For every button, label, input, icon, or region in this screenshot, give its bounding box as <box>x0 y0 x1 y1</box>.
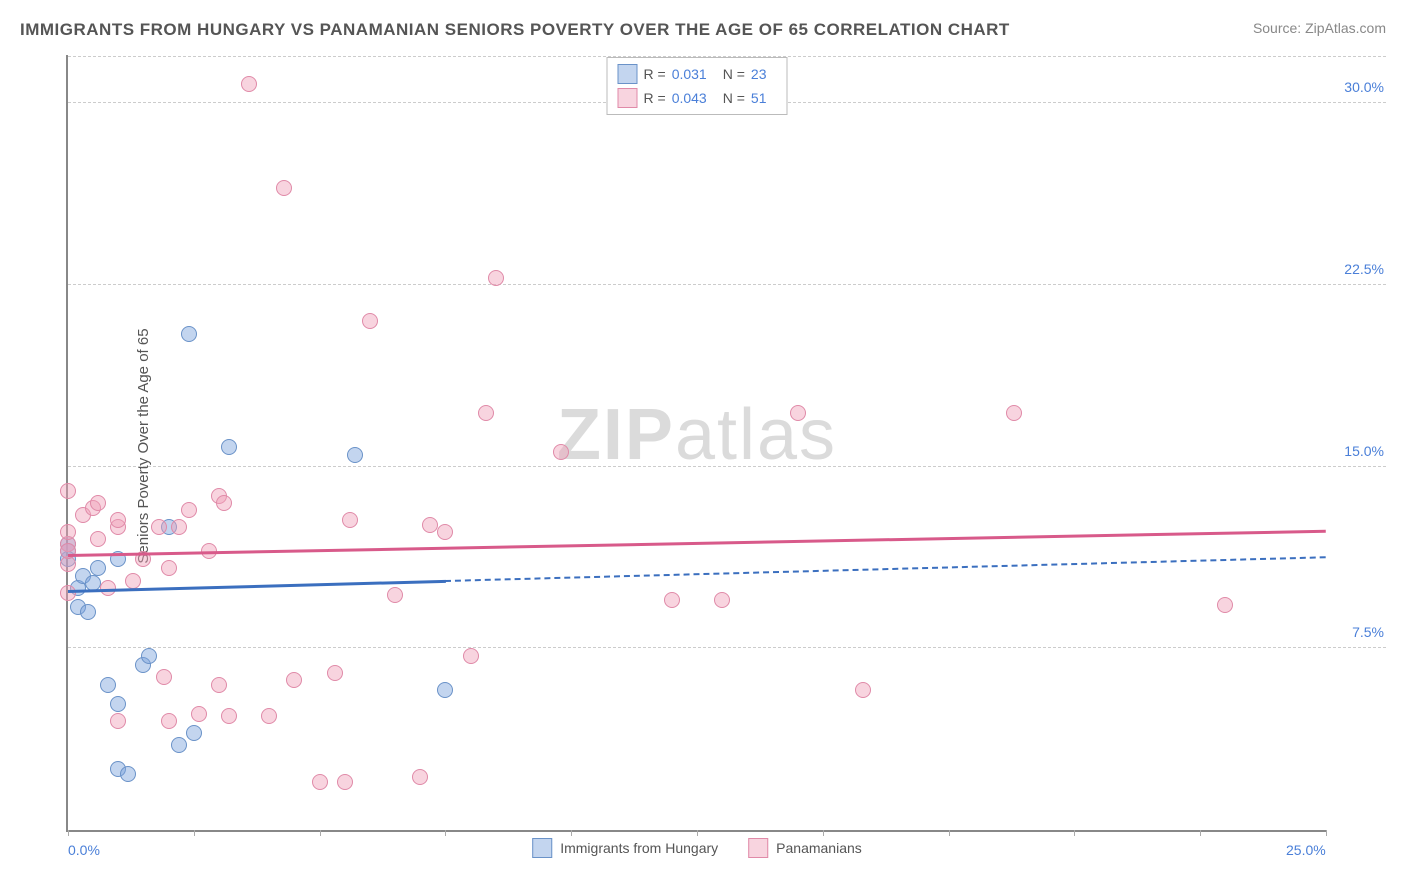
x-tick <box>320 830 321 836</box>
legend-item-hungary: Immigrants from Hungary <box>532 838 718 858</box>
legend-swatch-icon <box>532 838 552 858</box>
scatter-point <box>186 725 202 741</box>
scatter-point <box>110 512 126 528</box>
scatter-point <box>362 313 378 329</box>
y-tick-label: 15.0% <box>1344 443 1384 459</box>
scatter-point <box>488 270 504 286</box>
scatter-point <box>478 405 494 421</box>
scatter-point <box>347 447 363 463</box>
chart-title: IMMIGRANTS FROM HUNGARY VS PANAMANIAN SE… <box>20 20 1010 40</box>
x-tick <box>949 830 950 836</box>
scatter-point <box>261 708 277 724</box>
scatter-point <box>553 444 569 460</box>
source-label: Source: ZipAtlas.com <box>1253 20 1386 36</box>
scatter-point <box>141 648 157 664</box>
chart-container: IMMIGRANTS FROM HUNGARY VS PANAMANIAN SE… <box>20 20 1386 872</box>
scatter-point <box>221 708 237 724</box>
scatter-point <box>790 405 806 421</box>
x-tick-label: 0.0% <box>68 842 100 858</box>
scatter-point <box>337 774 353 790</box>
trend-line <box>445 557 1326 583</box>
y-tick-label: 7.5% <box>1352 624 1384 640</box>
scatter-point <box>855 682 871 698</box>
plot-area: ZIPatlas R = 0.031 N = 23 R = 0.043 N = … <box>66 55 1326 832</box>
legend-row-panamanians: R = 0.043 N = 51 <box>618 86 777 110</box>
scatter-point <box>60 483 76 499</box>
scatter-point <box>181 326 197 342</box>
scatter-point <box>387 587 403 603</box>
scatter-point <box>191 706 207 722</box>
legend-swatch-hungary <box>618 64 638 84</box>
x-tick <box>445 830 446 836</box>
legend-label: Immigrants from Hungary <box>560 840 718 856</box>
scatter-point <box>120 766 136 782</box>
gridline-horizontal <box>68 466 1386 467</box>
y-tick-label: 22.5% <box>1344 261 1384 277</box>
scatter-point <box>312 774 328 790</box>
scatter-point <box>171 737 187 753</box>
legend-bottom: Immigrants from Hungary Panamanians <box>532 838 862 858</box>
legend-swatch-panamanians <box>618 88 638 108</box>
x-tick <box>1326 830 1327 836</box>
scatter-point <box>60 585 76 601</box>
y-tick-label: 30.0% <box>1344 79 1384 95</box>
scatter-point <box>327 665 343 681</box>
scatter-point <box>151 519 167 535</box>
x-tick <box>823 830 824 836</box>
scatter-point <box>161 713 177 729</box>
legend-item-panamanians: Panamanians <box>748 838 862 858</box>
scatter-point <box>90 531 106 547</box>
scatter-point <box>422 517 438 533</box>
scatter-point <box>90 495 106 511</box>
scatter-point <box>171 519 187 535</box>
scatter-point <box>1217 597 1233 613</box>
legend-label: Panamanians <box>776 840 862 856</box>
scatter-point <box>60 524 76 540</box>
scatter-point <box>286 672 302 688</box>
scatter-point <box>221 439 237 455</box>
scatter-point <box>211 677 227 693</box>
scatter-point <box>161 560 177 576</box>
scatter-point <box>216 495 232 511</box>
scatter-point <box>276 180 292 196</box>
scatter-point <box>80 604 96 620</box>
x-tick-label: 25.0% <box>1286 842 1326 858</box>
scatter-point <box>1006 405 1022 421</box>
scatter-point <box>664 592 680 608</box>
x-tick <box>571 830 572 836</box>
legend-swatch-icon <box>748 838 768 858</box>
scatter-point <box>437 524 453 540</box>
scatter-point <box>156 669 172 685</box>
scatter-point <box>110 713 126 729</box>
scatter-point <box>181 502 197 518</box>
x-tick <box>68 830 69 836</box>
scatter-point <box>437 682 453 698</box>
legend-stats: R = 0.031 N = 23 R = 0.043 N = 51 <box>607 57 788 115</box>
scatter-point <box>110 696 126 712</box>
trend-line <box>68 530 1326 557</box>
x-tick <box>194 830 195 836</box>
scatter-point <box>714 592 730 608</box>
gridline-horizontal <box>68 647 1386 648</box>
x-tick <box>697 830 698 836</box>
scatter-point <box>241 76 257 92</box>
x-tick <box>1200 830 1201 836</box>
gridline-horizontal <box>68 284 1386 285</box>
scatter-point <box>125 573 141 589</box>
scatter-point <box>100 677 116 693</box>
scatter-point <box>342 512 358 528</box>
scatter-point <box>90 560 106 576</box>
scatter-point <box>463 648 479 664</box>
scatter-point <box>412 769 428 785</box>
legend-row-hungary: R = 0.031 N = 23 <box>618 62 777 86</box>
scatter-point <box>60 543 76 559</box>
x-tick <box>1074 830 1075 836</box>
